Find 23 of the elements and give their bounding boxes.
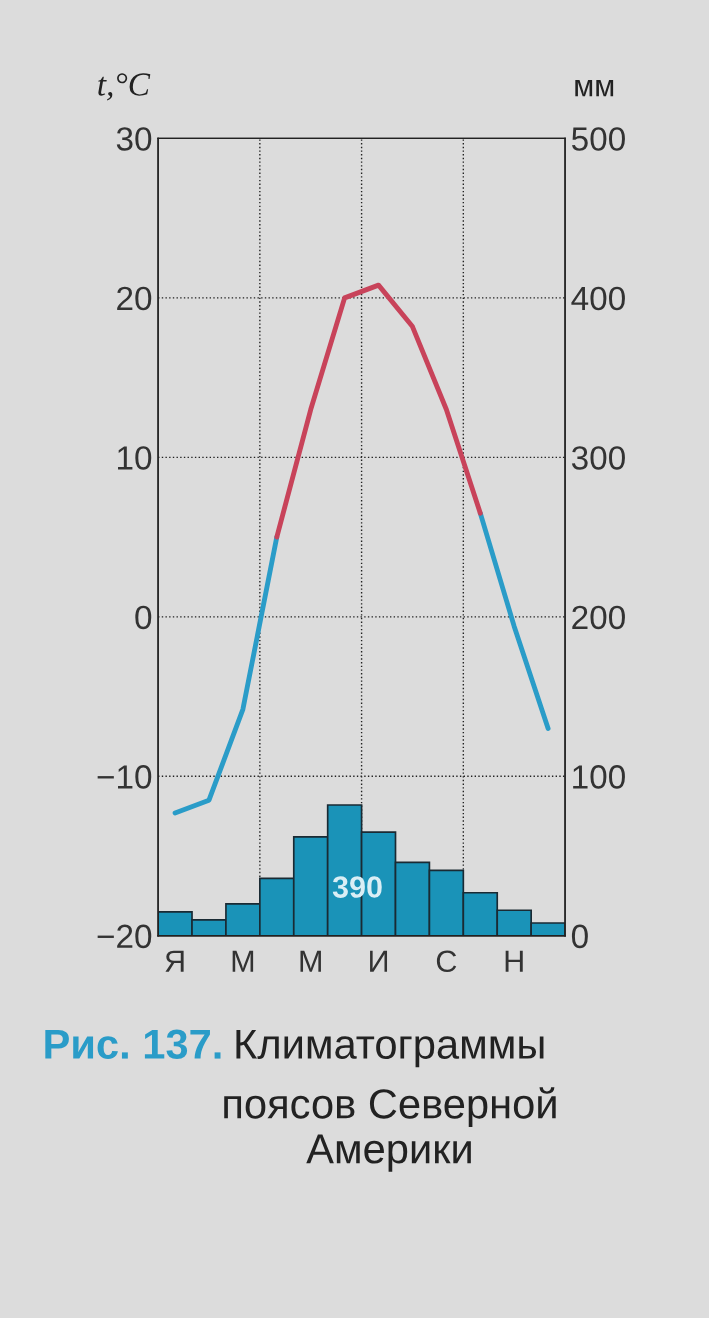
x-tick-label: М	[300, 950, 321, 972]
y2-axis-title: мм	[575, 80, 614, 97]
x-tick-label: С	[436, 950, 457, 973]
x-tick-label: Н	[505, 950, 523, 972]
x-tick-label: И	[370, 950, 388, 972]
y-tick-label: 20	[117, 286, 152, 311]
text: Рис. 137.	[45, 1029, 221, 1060]
line-series	[274, 282, 483, 540]
y-tick-label: 10	[118, 446, 152, 470]
x-tick-label: М	[232, 950, 254, 972]
y-tick-label: −10	[97, 765, 152, 789]
y-tick-label: −20	[97, 924, 152, 949]
text: Климатограммы поясов Северной Америки	[224, 1029, 556, 1172]
y2-tick-label: 400	[571, 286, 625, 311]
y2-tick-label: 500	[571, 127, 625, 151]
y2-tick-label: 0	[571, 924, 588, 949]
x-tick-label: Я	[165, 950, 184, 972]
y-tick-label: 30	[116, 127, 152, 151]
y2-tick-label: 200	[572, 605, 625, 630]
y-axis-title: t,°C	[98, 73, 151, 101]
y2-tick-label: 300	[571, 446, 625, 470]
y-tick-label: 0	[135, 605, 152, 630]
y2-tick-label: 100	[573, 765, 625, 789]
